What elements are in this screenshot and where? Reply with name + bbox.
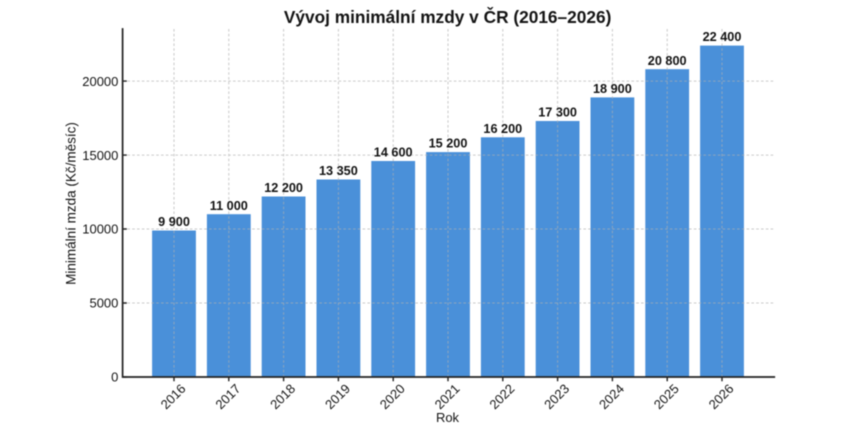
- svg-text:20 800: 20 800: [648, 54, 687, 68]
- svg-text:11 000: 11 000: [210, 199, 248, 213]
- svg-text:Rok: Rok: [436, 410, 460, 425]
- svg-text:20000: 20000: [82, 74, 118, 89]
- svg-text:14 600: 14 600: [374, 146, 413, 160]
- svg-text:Vývoj minimální mzdy v ČR (201: Vývoj minimální mzdy v ČR (2016–2026): [284, 7, 612, 27]
- svg-text:18 900: 18 900: [593, 82, 632, 96]
- svg-text:22 400: 22 400: [703, 30, 742, 44]
- svg-text:5000: 5000: [89, 296, 118, 311]
- svg-text:0: 0: [111, 370, 118, 385]
- svg-text:12 200: 12 200: [264, 181, 303, 195]
- svg-text:9 900: 9 900: [158, 215, 190, 229]
- svg-text:15 200: 15 200: [429, 137, 468, 151]
- svg-text:16 200: 16 200: [483, 122, 522, 136]
- svg-text:17 300: 17 300: [538, 106, 577, 120]
- svg-text:15000: 15000: [82, 148, 118, 163]
- svg-text:10000: 10000: [82, 222, 118, 237]
- svg-text:Minimální mzda (Kč/měsíc): Minimální mzda (Kč/měsíc): [64, 122, 79, 285]
- svg-text:13 350: 13 350: [319, 164, 358, 178]
